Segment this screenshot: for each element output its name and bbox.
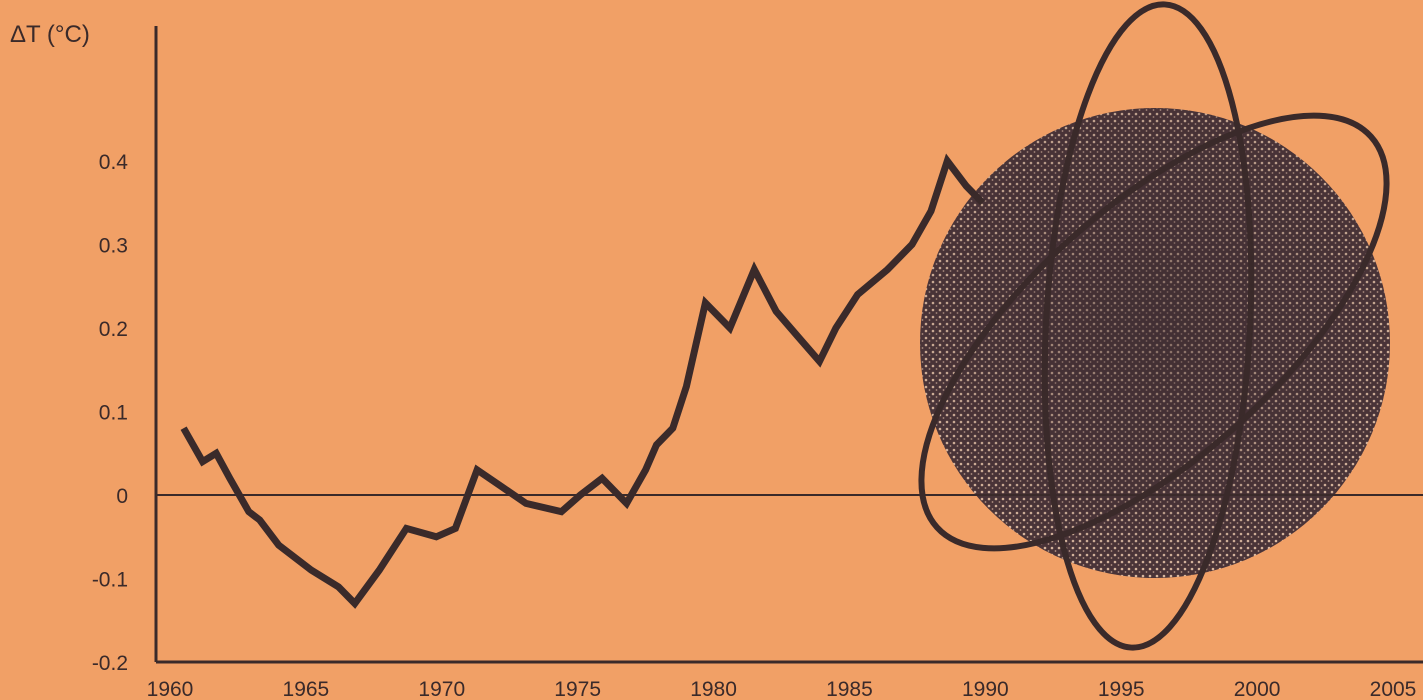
x-tick-labels: 1960 1965 1970 1975 1980 1985 1990 1995 2000 2005 xyxy=(147,678,1417,700)
y-axis-label: ΔT (°C) xyxy=(10,21,90,48)
y-tick-label: 0 xyxy=(116,485,128,508)
x-tick-label: 1990 xyxy=(962,678,1009,700)
orbit-ring-diagonal xyxy=(918,112,1390,552)
x-tick-label: 1975 xyxy=(554,678,601,700)
y-tick-label: -0.1 xyxy=(92,569,128,592)
y-tick-labels: 0.4 0.3 0.2 0.1 0 -0.1 -0.2 xyxy=(92,151,128,675)
y-tick-label: 0.1 xyxy=(99,402,128,425)
x-tick-label: 1970 xyxy=(418,678,465,700)
x-tick-label: 1965 xyxy=(283,678,330,700)
x-tick-label: 1995 xyxy=(1098,678,1145,700)
x-tick-label: 1960 xyxy=(147,678,194,700)
x-tick-label: 2000 xyxy=(1234,678,1281,700)
orbit-ring-vertical xyxy=(1041,1,1255,651)
y-tick-label: -0.2 xyxy=(92,652,128,675)
y-tick-label: 0.2 xyxy=(99,318,128,341)
temperature-anomaly-line xyxy=(180,153,986,609)
y-tick-label: 0.4 xyxy=(99,151,129,174)
x-tick-label: 1985 xyxy=(826,678,873,700)
x-tick-label: 2005 xyxy=(1370,678,1417,700)
globe-illustration xyxy=(918,1,1390,651)
series-layer xyxy=(180,153,986,609)
y-tick-label: 0.3 xyxy=(99,235,128,258)
x-tick-label: 1980 xyxy=(690,678,737,700)
earth-shading xyxy=(920,108,1390,578)
